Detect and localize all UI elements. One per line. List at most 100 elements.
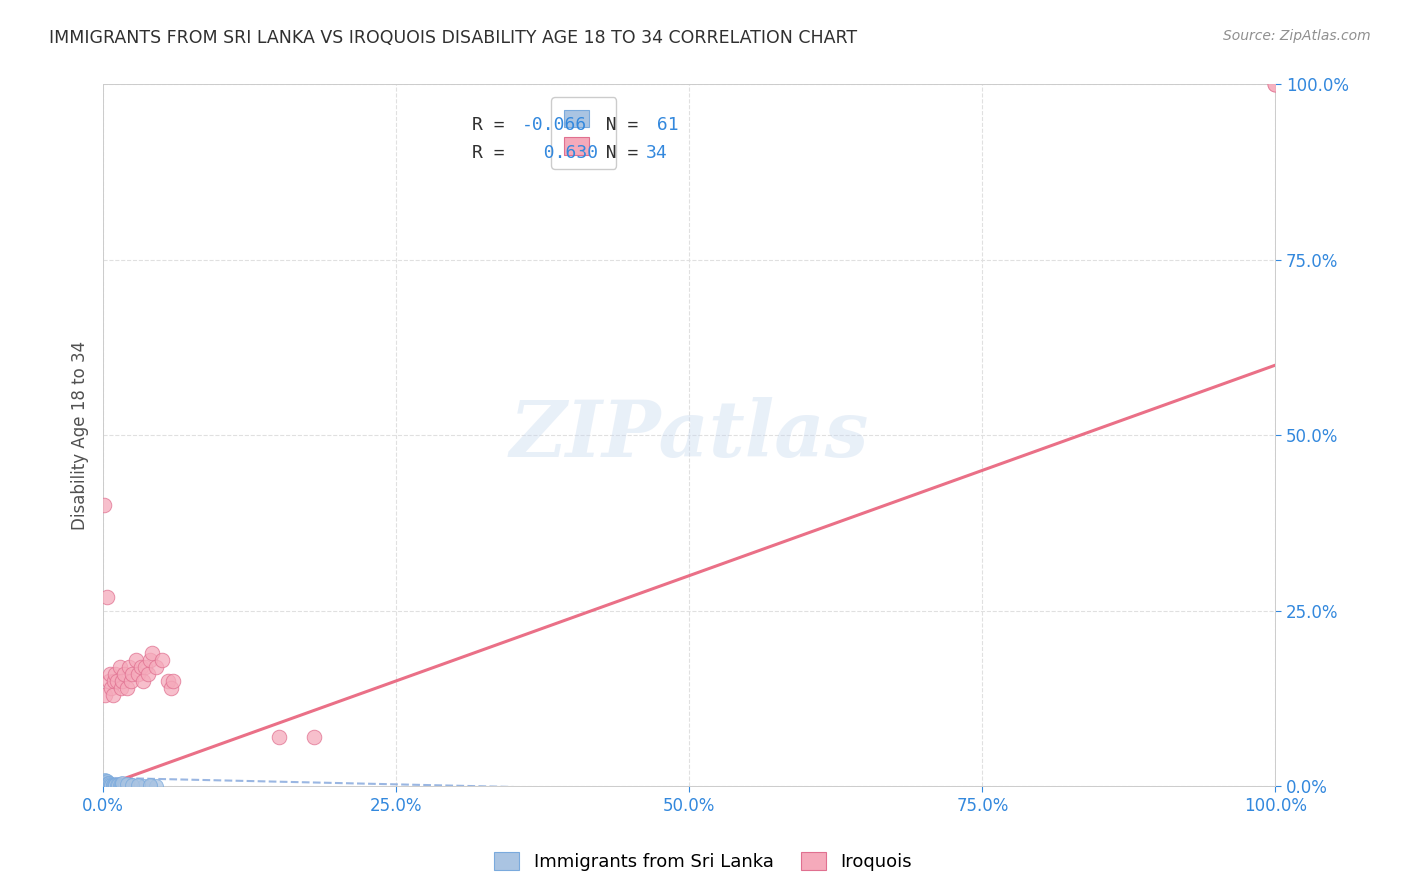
Point [120, 673, 142, 688]
Point [150, 653, 173, 667]
Legend: , : , [551, 97, 616, 169]
Y-axis label: Disability Age 18 to 34: Disability Age 18 to 34 [72, 341, 89, 530]
Point [105, 779, 128, 793]
Text: 61: 61 [645, 116, 679, 134]
Point [115, 681, 138, 695]
Point [98, 778, 121, 792]
Point [98, 777, 121, 791]
Point [1264, 78, 1286, 92]
Point [94, 778, 117, 792]
Point [100, 778, 122, 792]
Point [93, 775, 115, 789]
Point [94, 775, 117, 789]
Point [118, 660, 141, 674]
Point [93, 774, 115, 789]
Point [105, 673, 128, 688]
Point [100, 779, 122, 793]
Point [96, 775, 118, 789]
Point [98, 673, 121, 688]
Point [139, 779, 162, 793]
Point [302, 730, 325, 744]
Point [267, 730, 290, 744]
Point [93, 775, 115, 789]
Point [127, 666, 149, 681]
Point [121, 779, 143, 793]
Point [97, 778, 120, 792]
Point [112, 666, 135, 681]
Point [96, 590, 118, 604]
Point [145, 779, 167, 793]
Point [134, 779, 156, 793]
Point [104, 666, 127, 681]
Point [132, 673, 155, 688]
Point [110, 779, 132, 793]
Point [129, 660, 152, 674]
Text: 34: 34 [645, 145, 668, 162]
Point [93, 779, 115, 793]
Point [94, 779, 117, 793]
Point [111, 673, 134, 688]
Point [98, 666, 121, 681]
Point [134, 660, 156, 674]
Point [104, 779, 127, 793]
Point [93, 778, 115, 792]
Point [160, 681, 183, 695]
Point [125, 653, 148, 667]
Point [98, 778, 121, 792]
Point [162, 673, 184, 688]
Point [118, 779, 141, 793]
Point [96, 778, 118, 792]
Text: N =: N = [583, 145, 650, 162]
Point [94, 775, 117, 789]
Point [103, 779, 125, 793]
Point [110, 681, 132, 695]
Point [127, 779, 149, 793]
Text: -0.066: -0.066 [522, 116, 586, 134]
Point [101, 779, 124, 793]
Point [94, 776, 117, 790]
Point [93, 773, 115, 788]
Point [114, 779, 136, 793]
Point [98, 779, 121, 793]
Point [112, 779, 135, 793]
Point [98, 776, 121, 790]
Point [98, 779, 121, 793]
Text: IMMIGRANTS FROM SRI LANKA VS IROQUOIS DISABILITY AGE 18 TO 34 CORRELATION CHART: IMMIGRANTS FROM SRI LANKA VS IROQUOIS DI… [49, 29, 858, 46]
Point [101, 778, 124, 792]
Point [139, 653, 162, 667]
Point [115, 779, 138, 793]
Point [94, 777, 117, 791]
Text: N =: N = [583, 116, 650, 134]
Point [94, 688, 117, 702]
Point [111, 779, 134, 793]
Legend: Immigrants from Sri Lanka, Iroquois: Immigrants from Sri Lanka, Iroquois [486, 846, 920, 879]
Point [127, 779, 149, 793]
Point [93, 499, 115, 513]
Point [100, 681, 122, 695]
Point [96, 779, 118, 793]
Text: R =: R = [472, 116, 516, 134]
Point [97, 777, 120, 791]
Point [156, 673, 179, 688]
Text: R =: R = [472, 145, 516, 162]
Point [98, 777, 121, 791]
Point [136, 666, 159, 681]
Point [96, 775, 118, 789]
Text: Source: ZipAtlas.com: Source: ZipAtlas.com [1223, 29, 1371, 43]
Point [121, 778, 143, 792]
Point [108, 779, 131, 793]
Point [97, 779, 120, 793]
Point [103, 673, 125, 688]
Point [93, 776, 115, 790]
Point [97, 776, 120, 790]
Point [121, 666, 143, 681]
Point [141, 646, 163, 660]
Text: 0.630: 0.630 [522, 145, 598, 162]
Point [94, 773, 117, 788]
Point [94, 772, 117, 787]
Point [112, 779, 135, 793]
Point [108, 660, 131, 674]
Point [115, 777, 138, 791]
Point [98, 775, 121, 789]
Point [96, 777, 118, 791]
